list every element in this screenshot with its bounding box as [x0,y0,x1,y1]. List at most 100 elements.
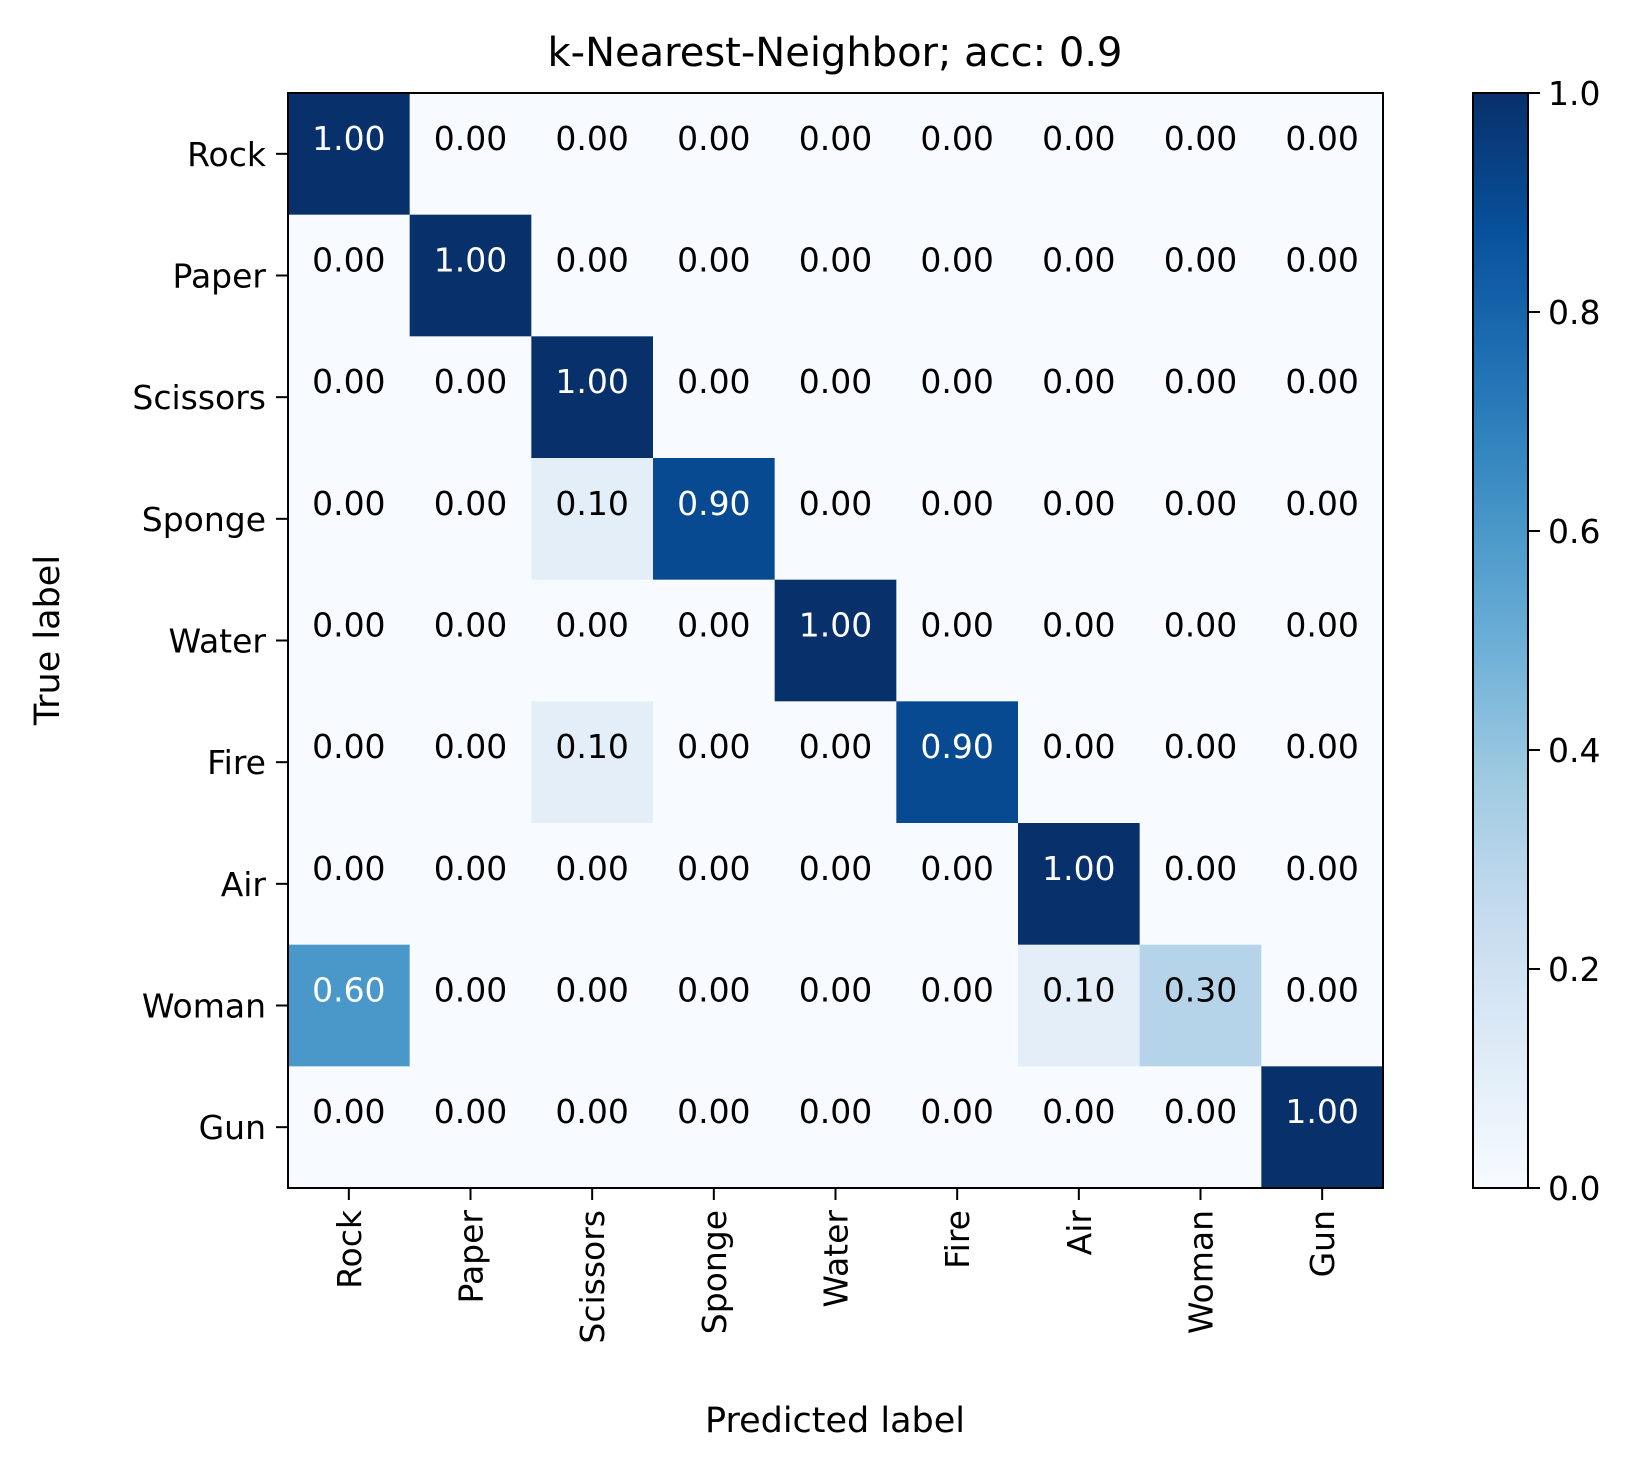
heatmap-cell [1261,579,1384,702]
cell-value-label: 0.00 [799,241,872,280]
heatmap-cell [653,1066,776,1189]
heatmap-cell [1018,701,1141,824]
cell-value-label: 0.00 [1164,727,1237,766]
x-tick-label: Air [1060,1210,1099,1256]
heatmap-cell [409,214,532,337]
heatmap-cell [288,1066,411,1189]
heatmap-cell [1018,458,1141,581]
heatmap-cell [1139,1066,1262,1189]
heatmap-cell [1018,944,1141,1067]
heatmap-cell [1261,458,1384,581]
y-tick-label: Air [221,865,267,904]
colorbar-tick-label: 0.8 [1548,293,1600,332]
cell-value-label: 0.00 [799,727,872,766]
cell-value-label: 0.00 [1042,241,1115,280]
cell-value-label: 0.00 [1042,362,1115,401]
x-tick-label: Gun [1303,1210,1342,1277]
cell-value-label: 1.00 [555,362,628,401]
heatmap-cell [774,1066,897,1189]
heatmap-cell [1139,701,1262,824]
cell-value-label: 0.00 [677,971,750,1010]
y-tick-label: Paper [173,257,267,296]
cell-value-label: 0.00 [677,727,750,766]
heatmap-cell [774,823,897,946]
cell-value-label: 1.00 [312,119,385,158]
heatmap-cell [1139,93,1262,216]
cell-value-label: 1.00 [799,606,872,645]
cell-value-label: 0.00 [920,971,993,1010]
heatmap-cell [1139,944,1262,1067]
heatmap-cell [1261,823,1384,946]
heatmap-cell [1261,214,1384,337]
heatmap-cell [1261,336,1384,459]
cell-value-label: 0.00 [312,362,385,401]
heatmap-cell [1018,1066,1141,1189]
y-tick-label: Scissors [132,378,266,417]
cell-value-label: 0.00 [1285,849,1358,888]
heatmap-cell [288,579,411,702]
cell-value-label: 0.00 [434,849,507,888]
cell-value-label: 0.00 [1164,1092,1237,1131]
heatmap-cell [896,214,1019,337]
heatmap-cell [896,1066,1019,1189]
cell-value-label: 0.00 [312,1092,385,1131]
cell-value-label: 0.00 [555,849,628,888]
x-tick-label: Rock [330,1209,369,1289]
cell-value-label: 0.00 [677,119,750,158]
colorbar-tick-label: 1.0 [1548,74,1600,113]
heatmap-cell [774,93,897,216]
heatmap-cell [774,458,897,581]
heatmap-cell [774,579,897,702]
chart-title: k-Nearest-Neighbor; acc: 0.9 [548,30,1123,76]
x-tick-label: Scissors [573,1210,612,1344]
heatmap-cell [288,336,411,459]
heatmap-cell [1139,214,1262,337]
heatmap-cell [896,823,1019,946]
heatmap-cell [774,701,897,824]
cell-value-label: 0.00 [1285,241,1358,280]
cell-value-label: 0.00 [555,606,628,645]
cell-value-label: 0.00 [1042,119,1115,158]
cell-value-label: 0.00 [920,849,993,888]
cell-value-label: 0.00 [1164,241,1237,280]
heatmap-cell [896,944,1019,1067]
cell-value-label: 0.10 [555,727,628,766]
heatmap-cell [774,944,897,1067]
cell-value-label: 0.00 [799,1092,872,1131]
cell-value-label: 0.00 [434,606,507,645]
heatmap-cell [653,823,776,946]
colorbar-tick-label: 0.6 [1548,512,1600,551]
heatmap-cell [531,93,654,216]
cell-value-label: 0.00 [434,484,507,523]
x-tick-label: Fire [938,1210,977,1269]
x-tick-label: Paper [452,1210,491,1304]
cell-value-label: 0.00 [434,971,507,1010]
heatmap-cell [409,458,532,581]
cell-value-label: 0.00 [555,241,628,280]
y-tick-label: Woman [142,987,266,1026]
y-tick-label: Rock [187,135,267,174]
cell-value-label: 0.00 [920,606,993,645]
heatmap-cell [288,944,411,1067]
heatmap-cell [1261,944,1384,1067]
heatmap-cell [409,1066,532,1189]
heatmap-cell [653,93,776,216]
cell-value-label: 0.90 [920,727,993,766]
cell-value-label: 0.00 [677,362,750,401]
heatmap-cell [531,823,654,946]
y-tick-label: Fire [207,743,266,782]
heatmap-cell [896,458,1019,581]
cell-value-label: 0.00 [434,1092,507,1131]
heatmap-cell [1139,458,1262,581]
cell-value-label: 0.00 [1042,606,1115,645]
x-tick-label: Water [817,1210,856,1308]
heatmap-cell [531,579,654,702]
heatmap-cell [288,823,411,946]
cell-value-labels: 1.00 0.00 0.00 0.00 0.00 0.00 0.00 0.00 0.00 0.00… [312,119,1359,1131]
cell-value-label: 0.00 [677,606,750,645]
colorbar-ticks: 0.0 0.2 0.4 0.6 0.8 1.0 [1528,74,1600,1208]
colorbar [1472,92,1529,1189]
heatmap-cell [653,944,776,1067]
cell-value-label: 0.00 [1285,971,1358,1010]
heatmap-cell [1018,214,1141,337]
